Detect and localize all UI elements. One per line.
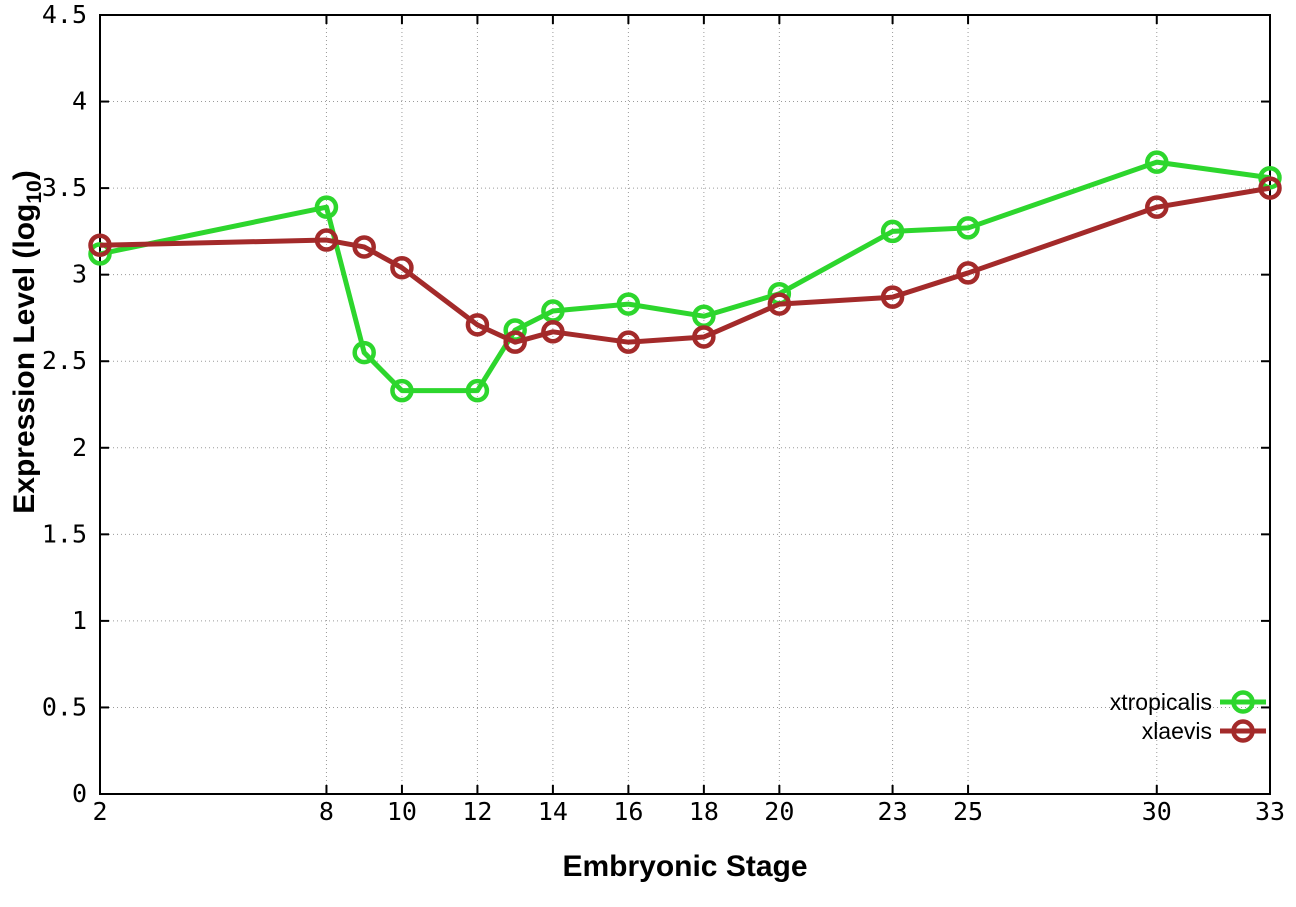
data-point-marker (314, 228, 339, 252)
legend-sample-marker (1231, 719, 1255, 743)
x-tick-label: 14 (538, 797, 568, 826)
data-point-marker (88, 233, 112, 257)
legend-sample-marker (1231, 690, 1255, 714)
x-tick-label: 20 (764, 797, 794, 826)
plot-area: 2 8 10 12 14 16 18 20 23 25 30 33 0 0.5 1 1.5 2 2.5 3 3.5 4 4… (42, 0, 1285, 826)
legend-entry-xtropicalis: xtropicalis (1110, 689, 1266, 715)
x-tick-label: 25 (953, 797, 983, 826)
x-tick-label: 16 (613, 797, 643, 826)
legend-label-xtropicalis: xtropicalis (1110, 689, 1212, 715)
series-xtropicalis (88, 150, 1282, 403)
x-tick-label: 33 (1255, 797, 1285, 826)
data-point-marker (956, 261, 980, 285)
data-point-marker (503, 330, 527, 354)
y-tick-label: 0 (72, 779, 87, 808)
y-axis-title: Expression Level (log10) (8, 170, 46, 513)
data-point-marker (541, 320, 565, 344)
series-line-xtropicalis (99, 159, 1271, 394)
plot-border (99, 14, 1271, 795)
data-point-marker (1258, 165, 1282, 190)
y-tick-label: 3 (72, 260, 87, 289)
data-point-marker (880, 219, 905, 244)
legend-sample-xlaevis (1220, 719, 1266, 743)
x-tick-label: 2 (92, 797, 107, 826)
data-point-marker (390, 378, 414, 403)
series-xlaevis (88, 176, 1282, 354)
x-tick-label: 23 (878, 797, 908, 826)
data-point-marker (956, 216, 980, 240)
data-point-marker (314, 195, 339, 219)
data-point-marker (352, 340, 376, 365)
data-point-marker (1258, 176, 1282, 200)
legend-sample-xtropicalis (1220, 690, 1266, 714)
y-tick-label: 2.5 (42, 346, 87, 375)
x-tick-label: 12 (462, 797, 492, 826)
legend: xtropicalis xlaevis (1110, 689, 1266, 744)
legend-entry-xlaevis: xlaevis (1142, 718, 1266, 744)
data-point-marker (616, 292, 641, 316)
x-tick-label: 30 (1142, 797, 1172, 826)
data-point-marker (692, 325, 716, 349)
x-tick-label: 8 (319, 797, 334, 826)
data-point-marker (767, 292, 792, 316)
y-tick-label: 4 (72, 87, 87, 116)
data-point-marker (390, 255, 414, 280)
data-point-marker (880, 285, 905, 309)
x-axis-title: Embryonic Stage (562, 850, 807, 883)
data-point-marker (465, 378, 490, 403)
y-tick-label: 1.5 (42, 519, 87, 548)
y-tick-label: 4.5 (42, 0, 87, 29)
x-tick-label: 18 (689, 797, 719, 826)
y-tick-label: 1 (72, 606, 87, 635)
data-point-marker (1145, 150, 1169, 174)
y-tick-label: 2 (72, 433, 87, 462)
y-tick-label: 0.5 (42, 692, 87, 721)
legend-label-xlaevis: xlaevis (1142, 718, 1212, 744)
y-tick-label: 3.5 (42, 173, 87, 202)
data-point-marker (465, 313, 490, 337)
data-point-marker (1145, 195, 1169, 219)
data-point-marker (616, 330, 641, 354)
data-point-marker (352, 235, 376, 259)
series-line-xlaevis (99, 185, 1271, 345)
x-tick-label: 10 (387, 797, 417, 826)
